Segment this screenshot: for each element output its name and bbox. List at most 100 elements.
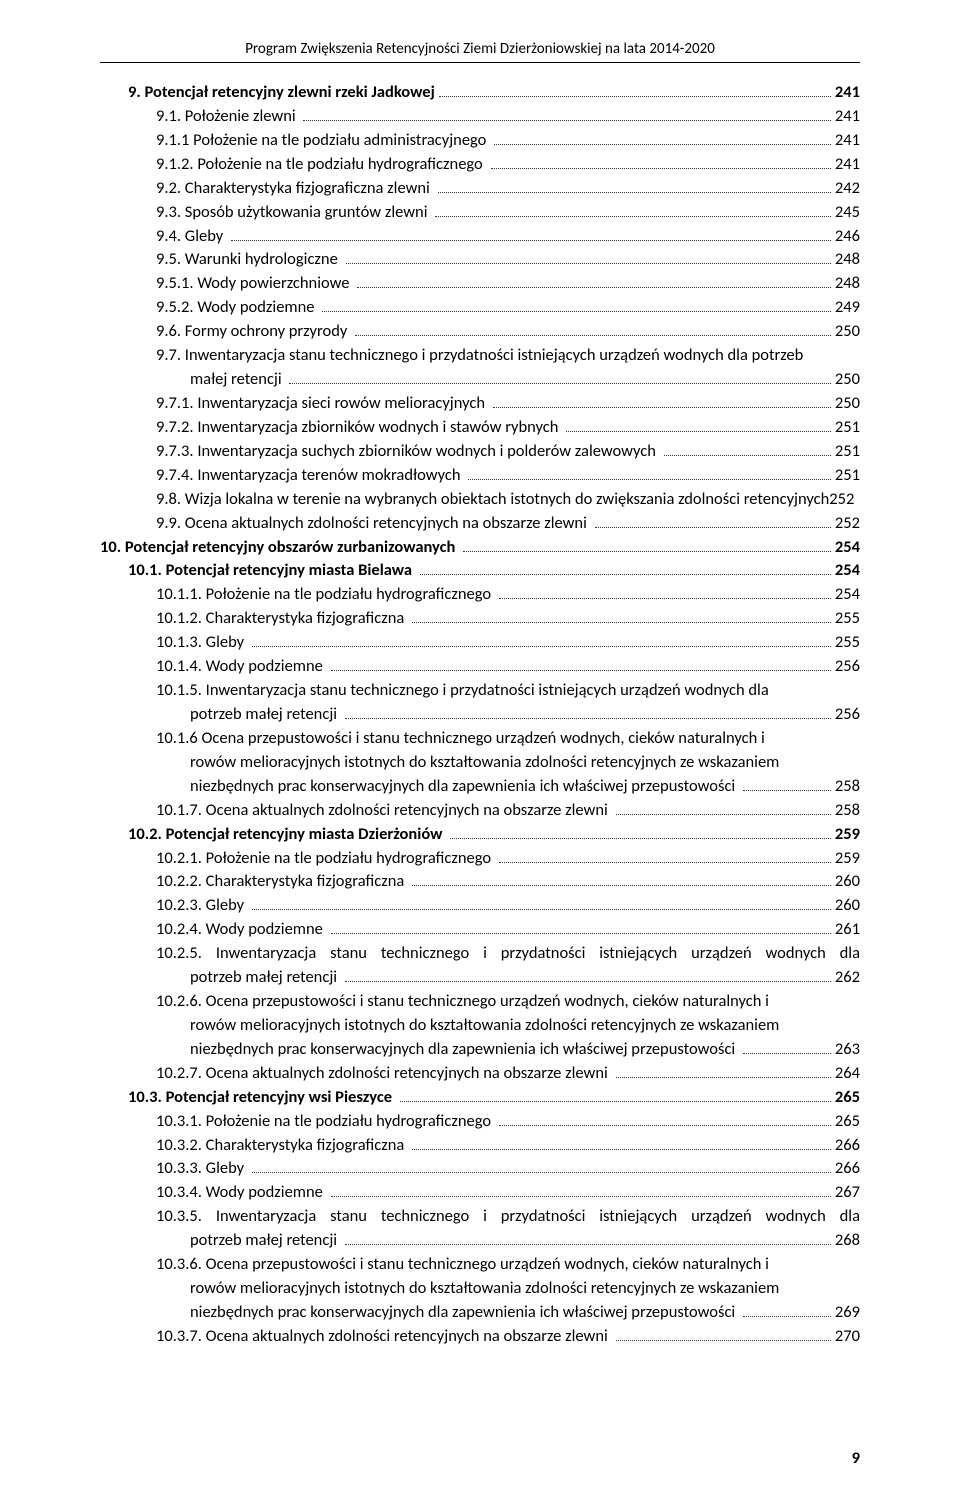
toc-entry-page: 252: [829, 488, 854, 512]
toc-entry-text: 9.5. Warunki hydrologiczne: [156, 248, 342, 272]
toc-leader-dots: [331, 1183, 831, 1197]
table-of-contents: 9. Potencjał retencyjny zlewni rzeki Jad…: [100, 81, 860, 1349]
toc-entry-wrap: 10.3.6. Ocena przepustowości i stanu tec…: [100, 1253, 860, 1277]
header-rule: [100, 62, 860, 63]
toc-leader-dots: [420, 561, 831, 575]
toc-entry: 10.3.7. Ocena aktualnych zdolności reten…: [100, 1325, 860, 1349]
toc-entry-wrap: rowów melioracyjnych istotnych do kształ…: [100, 1277, 860, 1301]
toc-entry-text: 9.1.2. Położenie na tle podziału hydrogr…: [156, 153, 487, 177]
toc-leader-dots: [438, 179, 831, 193]
toc-entry-page: 266: [835, 1157, 860, 1181]
toc-entry-text: 10.3.2. Charakterystyka fizjograficzna: [156, 1134, 408, 1158]
toc-entry-page: 260: [835, 870, 860, 894]
toc-entry-page: 255: [835, 631, 860, 655]
toc-entry-page: 258: [835, 775, 860, 799]
toc-entry-page: 259: [835, 823, 860, 847]
toc-entry: 10.1.2. Charakterystyka fizjograficzna 2…: [100, 607, 860, 631]
toc-entry-text: 9.1.1 Położenie na tle podziału administ…: [156, 129, 490, 153]
toc-entry: 9.5.2. Wody podziemne 249: [100, 296, 860, 320]
toc-leader-dots: [664, 442, 831, 456]
toc-leader-dots: [345, 705, 831, 719]
toc-entry: 9.7.3. Inwentaryzacja suchych zbiorników…: [100, 440, 860, 464]
toc-entry-page: 270: [835, 1325, 860, 1349]
toc-entry: potrzeb małej retencji 268: [100, 1229, 860, 1253]
toc-entry-wrap: rowów melioracyjnych istotnych do kształ…: [100, 1014, 860, 1038]
toc-entry: 9.4. Gleby 246: [100, 225, 860, 249]
toc-leader-dots: [289, 370, 831, 384]
toc-entry-page: 249: [835, 296, 860, 320]
toc-entry: 9.1.1 Położenie na tle podziału administ…: [100, 129, 860, 153]
toc-entry: 9.5. Warunki hydrologiczne 248: [100, 248, 860, 272]
toc-leader-dots: [412, 872, 831, 886]
toc-leader-dots: [499, 585, 831, 599]
toc-leader-dots: [616, 1064, 831, 1078]
toc-entry-text: 9.7.4. Inwentaryzacja terenów mokradłowy…: [156, 464, 464, 488]
toc-leader-dots: [345, 968, 831, 982]
toc-entry-text: 9.6. Formy ochrony przyrody: [156, 320, 351, 344]
toc-entry-wrap: 10.3.5. Inwentaryzacja stanu techniczneg…: [100, 1205, 860, 1229]
toc-entry-text: 9.2. Charakterystyka fizjograficzna zlew…: [156, 177, 434, 201]
toc-entry-text: małej retencji: [190, 368, 285, 392]
toc-entry-text: 10.2.7. Ocena aktualnych zdolności reten…: [156, 1062, 612, 1086]
toc-entry-text: 10.2.3. Gleby: [156, 894, 248, 918]
toc-entry-page: 248: [835, 272, 860, 296]
toc-leader-dots: [252, 1159, 831, 1173]
toc-entry-text: 10.2. Potencjał retencyjny miasta Dzierż…: [128, 823, 446, 847]
toc-entry-page: 268: [835, 1229, 860, 1253]
toc-entry: 9.6. Formy ochrony przyrody 250: [100, 320, 860, 344]
toc-entry-page: 256: [835, 655, 860, 679]
toc-entry-text: 9.1. Położenie zlewni: [156, 105, 299, 129]
toc-entry: 9.1. Położenie zlewni 241: [100, 105, 860, 129]
toc-entry: 10.3.2. Charakterystyka fizjograficzna 2…: [100, 1134, 860, 1158]
toc-entry-wrap: 10.1.6 Ocena przepustowości i stanu tech…: [100, 727, 860, 751]
toc-leader-dots: [493, 394, 831, 408]
toc-leader-dots: [357, 274, 831, 288]
toc-entry: 10.3.1. Położenie na tle podziału hydrog…: [100, 1110, 860, 1134]
toc-leader-dots: [346, 250, 831, 264]
toc-entry: 10.1.1. Położenie na tle podziału hydrog…: [100, 583, 860, 607]
toc-entry-text: 9. Potencjał retencyjny zlewni rzeki Jad…: [128, 81, 435, 105]
toc-entry-text: potrzeb małej retencji: [190, 1229, 341, 1253]
toc-leader-dots: [616, 800, 831, 814]
page: Program Zwiększenia Retencyjności Ziemi …: [0, 0, 960, 1502]
toc-entry-page: 250: [835, 392, 860, 416]
toc-entry-page: 265: [835, 1086, 860, 1110]
toc-entry: 9.1.2. Położenie na tle podziału hydrogr…: [100, 153, 860, 177]
toc-entry-page: 248: [835, 248, 860, 272]
toc-entry-text: 10.3.1. Położenie na tle podziału hydrog…: [156, 1110, 495, 1134]
toc-entry-page: 256: [835, 703, 860, 727]
toc-entry-page: 262: [835, 966, 860, 990]
toc-entry-text: 9.5.1. Wody powierzchniowe: [156, 272, 353, 296]
toc-entry: 10.1.3. Gleby 255: [100, 631, 860, 655]
toc-entry-page: 269: [835, 1301, 860, 1325]
toc-leader-dots: [743, 777, 831, 791]
toc-entry: 10.2.3. Gleby 260: [100, 894, 860, 918]
toc-entry-page: 242: [835, 177, 860, 201]
toc-entry-page: 264: [835, 1062, 860, 1086]
toc-entry-text: niezbędnych prac konserwacyjnych dla zap…: [190, 1038, 739, 1062]
toc-entry-text: 10.3.4. Wody podziemne: [156, 1181, 327, 1205]
toc-entry-page: 258: [835, 799, 860, 823]
toc-entry-page: 254: [835, 559, 860, 583]
toc-entry-page: 241: [835, 105, 860, 129]
toc-leader-dots: [499, 848, 831, 862]
toc-entry-text: 10.1.1. Położenie na tle podziału hydrog…: [156, 583, 495, 607]
toc-leader-dots: [412, 609, 831, 623]
toc-leader-dots: [743, 1303, 831, 1317]
toc-entry-text: 10.1.3. Gleby: [156, 631, 248, 655]
toc-leader-dots: [439, 83, 831, 97]
toc-leader-dots: [303, 107, 830, 121]
toc-entry-text: 10.3. Potencjał retencyjny wsi Pieszyce: [128, 1086, 396, 1110]
toc-leader-dots: [743, 1040, 831, 1054]
toc-entry-page: 251: [835, 440, 860, 464]
toc-entry-text: 9.3. Sposób użytkowania gruntów zlewni: [156, 201, 431, 225]
toc-entry: 9.7.4. Inwentaryzacja terenów mokradłowy…: [100, 464, 860, 488]
toc-entry-page: 250: [835, 320, 860, 344]
toc-entry: 10. Potencjał retencyjny obszarów zurban…: [100, 536, 860, 560]
toc-entry-text: 10.3.7. Ocena aktualnych zdolności reten…: [156, 1325, 612, 1349]
toc-entry-text: 10.1.7. Ocena aktualnych zdolności reten…: [156, 799, 612, 823]
toc-entry: 10.2.7. Ocena aktualnych zdolności reten…: [100, 1062, 860, 1086]
toc-entry: 9.2. Charakterystyka fizjograficzna zlew…: [100, 177, 860, 201]
toc-leader-dots: [494, 131, 831, 145]
toc-entry-page: 259: [835, 847, 860, 871]
